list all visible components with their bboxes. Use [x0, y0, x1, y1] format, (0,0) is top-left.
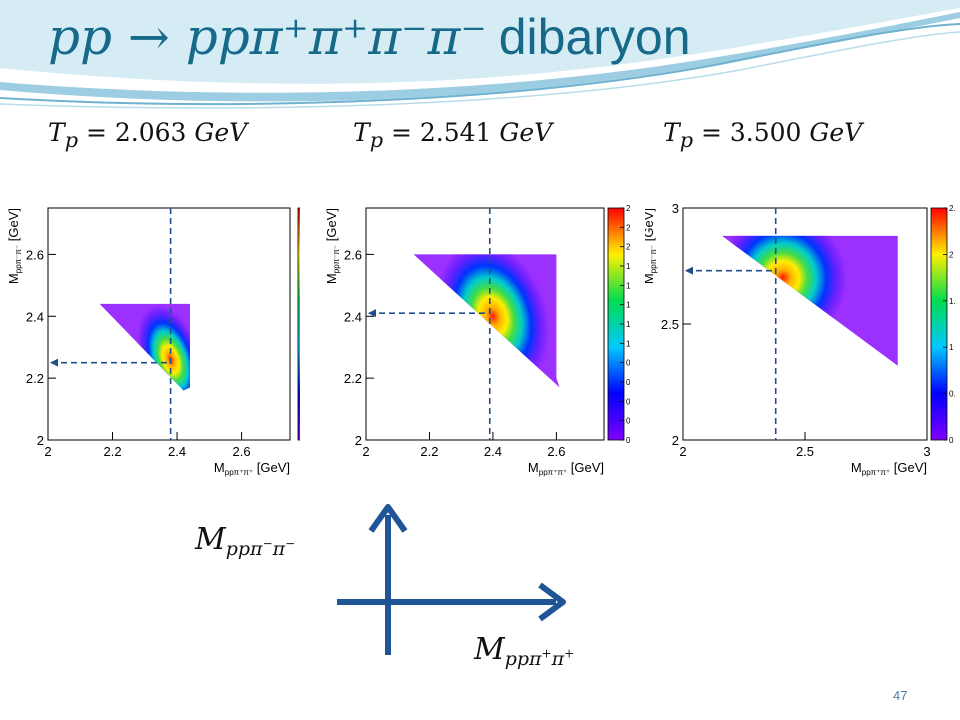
colorbar-tick-label: 0.4	[626, 397, 630, 406]
energy-label-1: Tp = 2.063 GeV	[48, 118, 248, 152]
colorbar	[297, 207, 300, 441]
colorbar-tick-label: 1.2	[626, 320, 630, 329]
colorbar-tick-label: 0	[626, 436, 630, 445]
title-reaction: pp → ppπ⁺π⁺π⁻π⁻	[48, 8, 487, 66]
energy-label-3: Tp = 3.500 GeV	[663, 118, 863, 152]
colorbar-tick-label: 0.6	[626, 378, 630, 387]
vertical-axis-label: Mppπ−π−	[195, 522, 296, 560]
plot-frame	[365, 207, 605, 441]
plot-frame	[47, 207, 291, 441]
title-word: dibaryon	[498, 9, 691, 65]
horizontal-arrow-head	[538, 582, 566, 622]
x-tick-label: 2.6	[547, 444, 565, 459]
colorbar-tick-label: 0.2	[626, 417, 630, 426]
colorbar-tick-label: 1.6	[626, 281, 630, 290]
marker-arrowhead	[368, 309, 376, 318]
marker-arrowhead	[685, 266, 693, 275]
colorbar-tick-label: 1	[626, 339, 630, 348]
energy-label-2: Tp = 2.541 GeV	[353, 118, 553, 152]
x-axis-title: Mppπ⁺π⁺ [GeV]	[528, 460, 604, 477]
colorbar-tick-label: 2.5	[949, 204, 955, 213]
y-axis-title: Mppπ⁻π⁻ [GeV]	[645, 208, 658, 284]
x-tick-label: 2.2	[103, 444, 121, 459]
y-tick-label: 2.6	[344, 247, 362, 262]
y-tick-label: 2.2	[344, 371, 362, 386]
y-axis-title: Mppπ⁻π⁻ [GeV]	[324, 208, 341, 284]
page-number: 47	[893, 688, 908, 703]
x-tick-label: 3	[923, 444, 930, 459]
marker-arrowhead	[50, 358, 58, 367]
x-tick-label: 2	[679, 444, 686, 459]
y-tick-label: 2.4	[26, 309, 44, 324]
colorbar-tick-label: 1.8	[626, 262, 630, 271]
x-tick-label: 2.2	[420, 444, 438, 459]
y-axis-title: Mppπ⁻π⁻ [GeV]	[6, 208, 23, 284]
colorbar-tick-label: 0	[949, 436, 954, 445]
colorbar-tick-label: 1.4	[626, 301, 630, 310]
colorbar-tick-label: 1.5	[949, 297, 955, 306]
plot-area	[366, 208, 604, 440]
x-tick-label: 2.4	[168, 444, 186, 459]
y-tick-label: 2	[672, 433, 679, 448]
colorbar-tick-label: 2	[626, 243, 630, 252]
y-tick-label: 2	[355, 433, 362, 448]
x-tick-label: 2	[44, 444, 51, 459]
header-wave-decoration	[0, 0, 960, 109]
slide-title: pp → ppπ⁺π⁺π⁻π⁻ dibaryon	[48, 8, 691, 66]
x-tick-label: 2	[362, 444, 369, 459]
colorbar-tick-label: 0.8	[626, 359, 630, 368]
horizontal-axis-label: Mppπ+π+	[474, 632, 575, 670]
kinematic-region	[722, 235, 898, 366]
x-tick-label: 2.4	[484, 444, 502, 459]
colorbar	[930, 207, 948, 441]
x-tick-label: 2.6	[233, 444, 251, 459]
y-tick-label: 2	[37, 433, 44, 448]
y-tick-label: 2.2	[26, 371, 44, 386]
x-axis-title: Mppπ⁺π⁺ [GeV]	[851, 460, 927, 477]
x-axis-title: Mppπ⁺π⁺ [GeV]	[214, 460, 290, 477]
colorbar-tick-label: 0.5	[949, 390, 955, 399]
colorbar-tick-label: 2	[949, 250, 954, 259]
y-tick-label: 2.4	[344, 309, 362, 324]
y-tick-label: 2.6	[26, 247, 44, 262]
y-tick-label: 2.5	[661, 317, 679, 332]
colorbar-tick-label: 2.4	[626, 204, 630, 213]
colorbar-tick-label: 2.2	[626, 223, 630, 232]
colorbar-tick-label: 1	[949, 343, 954, 352]
vertical-arrow-head	[368, 504, 408, 533]
x-tick-label: 2.5	[796, 444, 814, 459]
y-tick-label: 3	[672, 201, 679, 216]
